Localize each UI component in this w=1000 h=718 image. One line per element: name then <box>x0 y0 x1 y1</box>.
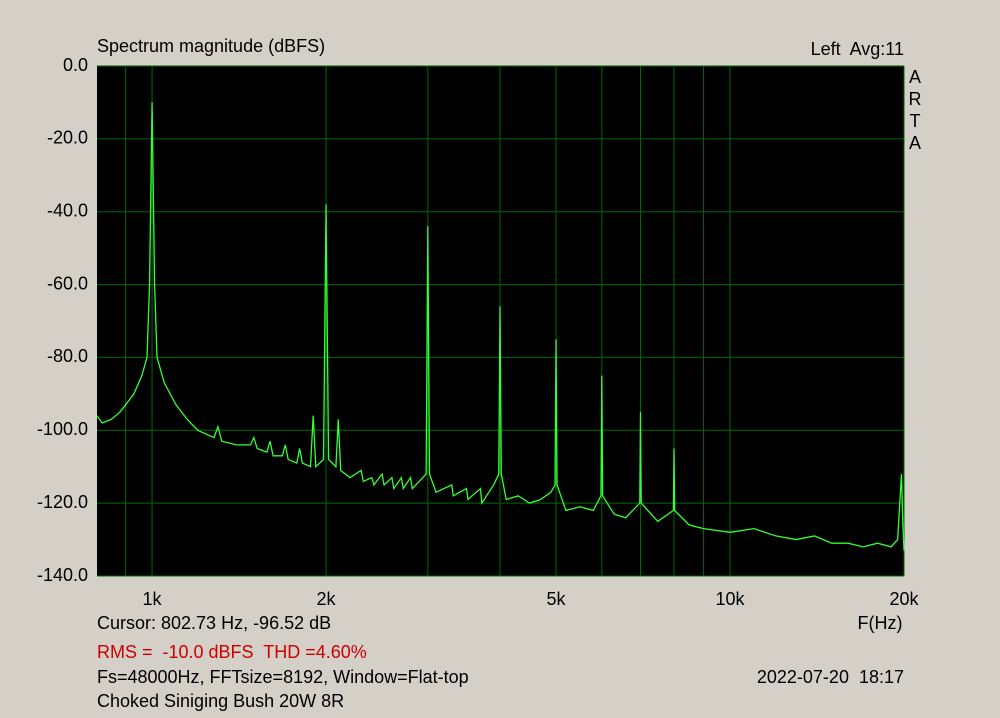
x-tick-label: 2k <box>317 589 337 609</box>
settings: Fs=48000Hz, FFTsize=8192, Window=Flat-to… <box>97 667 469 687</box>
caption: Choked Siniging Bush 20W 8R <box>97 691 344 711</box>
timestamp: 2022-07-20 18:17 <box>757 667 904 687</box>
y-tick-label: -100.0 <box>37 419 88 439</box>
y-tick-label: -140.0 <box>37 565 88 585</box>
y-tick-label: -120.0 <box>37 492 88 512</box>
x-tick-label: 20k <box>889 589 919 609</box>
chart-title: Spectrum magnitude (dBFS) <box>97 36 325 56</box>
y-tick-label: -60.0 <box>47 273 88 293</box>
spectrum-line <box>96 102 905 551</box>
measurement: RMS = -10.0 dBFS THD =4.60% <box>97 642 367 662</box>
x-tick-label: 5k <box>547 589 567 609</box>
y-tick-label: 0.0 <box>63 55 88 75</box>
x-axis-label: F(Hz) <box>858 613 903 633</box>
x-tick-label: 10k <box>716 589 746 609</box>
cursor-readout: Cursor: 802.73 Hz, -96.52 dB <box>97 613 331 633</box>
y-tick-label: -80.0 <box>47 346 88 366</box>
y-tick-label: -20.0 <box>47 128 88 148</box>
x-tick-label: 1k <box>143 589 163 609</box>
channel-label: Left Avg:11 <box>811 39 904 59</box>
y-tick-label: -40.0 <box>47 200 88 220</box>
